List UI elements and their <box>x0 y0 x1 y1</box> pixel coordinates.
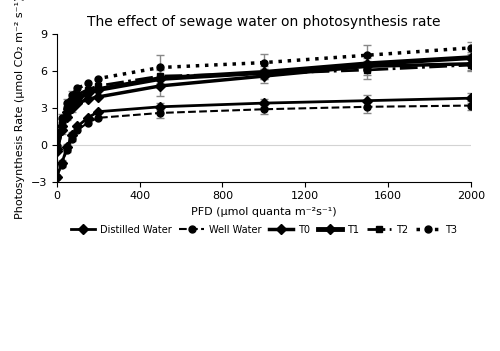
Y-axis label: Photosynthesis Rate (μmol CO₂ m⁻² s⁻¹): Photosynthesis Rate (μmol CO₂ m⁻² s⁻¹) <box>15 0 25 219</box>
X-axis label: PFD (μmol quanta m⁻²s⁻¹): PFD (μmol quanta m⁻²s⁻¹) <box>191 207 336 217</box>
Title: The effect of sewage water on photosynthesis rate: The effect of sewage water on photosynth… <box>87 15 441 29</box>
Legend: Distilled Water, Well Water, T0, T1, T2, T3: Distilled Water, Well Water, T0, T1, T2,… <box>67 221 461 239</box>
